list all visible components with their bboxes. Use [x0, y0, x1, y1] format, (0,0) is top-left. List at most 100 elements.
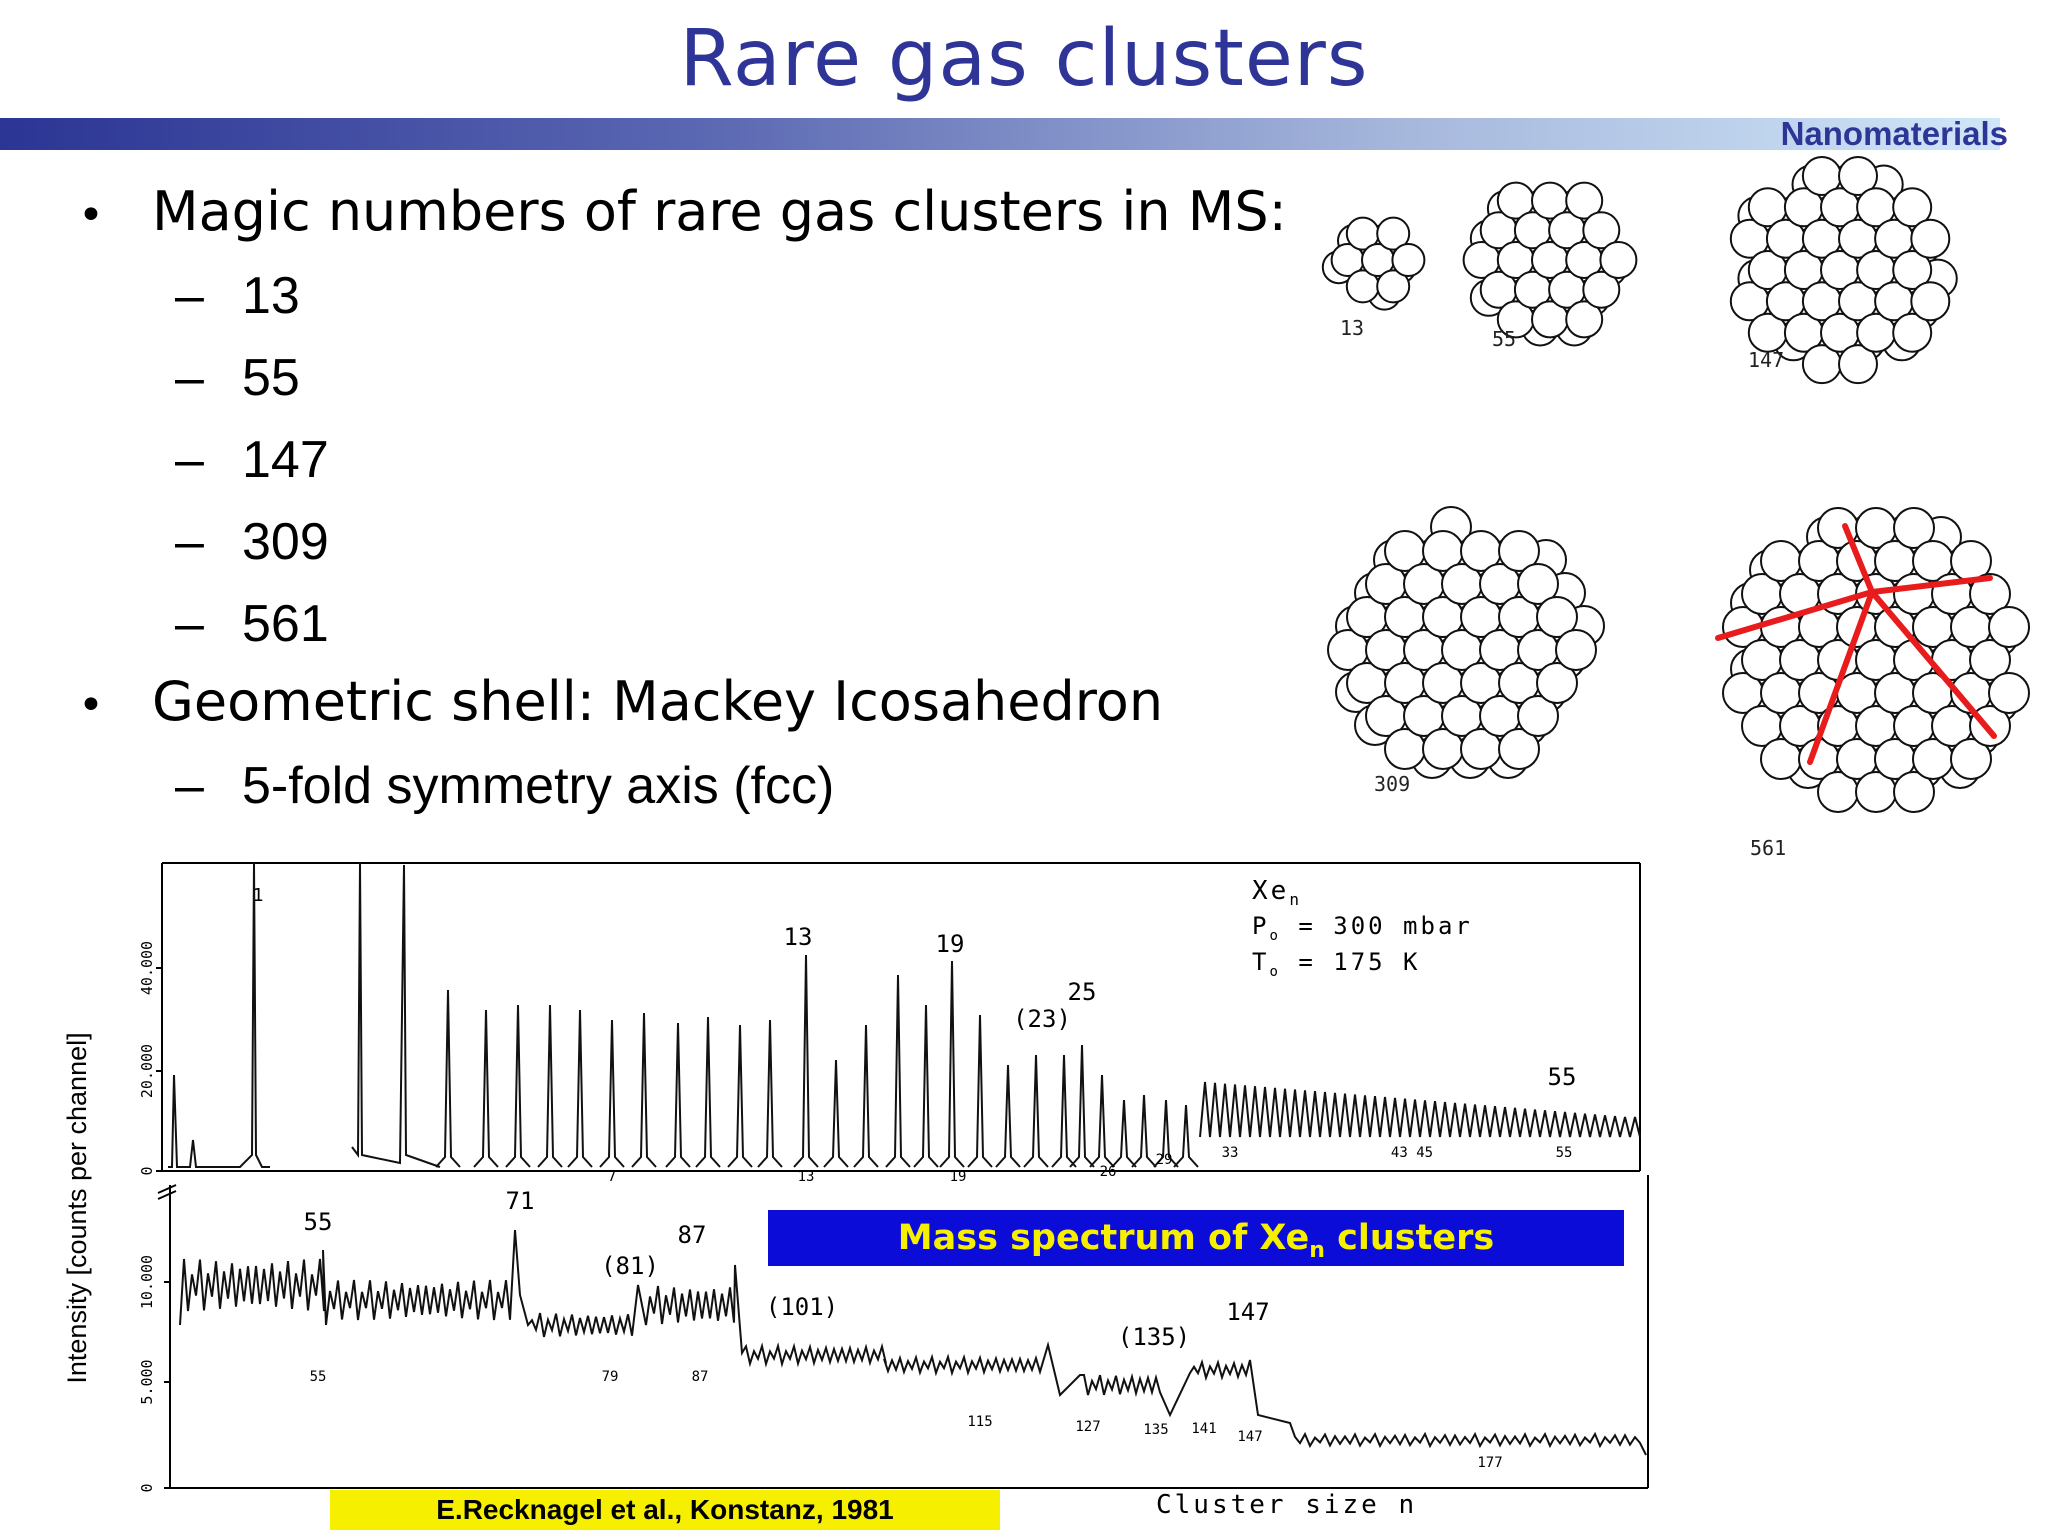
dash-marker: –: [175, 349, 204, 407]
x-axis-label: Cluster size n: [1156, 1490, 1418, 1520]
cluster-55-illustration: [1462, 181, 1638, 347]
axis-label: 79: [602, 1369, 619, 1385]
atom-sphere: [1599, 241, 1638, 279]
cluster-147-illustration: [1729, 156, 1958, 385]
atom-sphere: [1893, 771, 1935, 813]
atom-sphere: [1391, 243, 1426, 277]
atom-sphere: [1536, 662, 1578, 704]
dash-marker: –: [175, 757, 204, 815]
axis-label: 115: [967, 1414, 992, 1430]
peak-label: (23): [1013, 1005, 1071, 1033]
bullet-geometric-shell: Geometric shell: Mackey Icosahedron: [152, 670, 1164, 733]
y-axis-label: Intensity [counts per channel]: [62, 1032, 92, 1383]
atom-sphere: [1498, 530, 1540, 572]
atom-sphere: [1536, 596, 1578, 638]
axis-label: 29: [1156, 1152, 1173, 1168]
bullet-marker: •: [78, 680, 104, 731]
atom-sphere: [1969, 573, 2011, 615]
peak-label: (81): [601, 1252, 659, 1280]
peak-label: 25: [1068, 978, 1097, 1006]
brand-label: Nanomaterials: [1780, 115, 2008, 152]
peak-label: 147: [1226, 1298, 1269, 1326]
axis-break-mark: [157, 1184, 177, 1194]
sub-item-561: 561: [242, 595, 329, 653]
legend-pressure: Po = 300 mbar: [1252, 912, 1473, 944]
axis-label: 26: [1100, 1164, 1117, 1180]
axis-label: 33: [1222, 1145, 1239, 1161]
axis-label: 55: [1556, 1145, 1573, 1161]
sub-item-55: 55: [242, 349, 300, 407]
axis-label: 43 45: [1391, 1145, 1433, 1161]
dash-marker: –: [175, 513, 204, 571]
atom-sphere: [1838, 156, 1878, 196]
atom-sphere: [1950, 738, 1992, 780]
bullet-magic-numbers: Magic numbers of rare gas clusters in MS…: [152, 180, 1287, 243]
peak-label: 13: [784, 923, 813, 951]
axis-label: 177: [1477, 1455, 1502, 1471]
atom-sphere: [1565, 181, 1604, 220]
atom-sphere: [1988, 672, 2030, 714]
upper-y-tick: 0: [138, 1166, 156, 1175]
cluster-label-309: 309: [1374, 772, 1411, 796]
upper-spectrum-trace: [168, 862, 1641, 1168]
cluster-illustrations: [1321, 156, 2030, 813]
atom-sphere: [1376, 216, 1411, 251]
axis-label: 19: [950, 1169, 967, 1185]
axis-label: 55: [310, 1369, 327, 1385]
cluster-13-illustration: [1321, 216, 1426, 311]
sub-item-147: 147: [242, 431, 329, 489]
cluster-561-illustration: [1722, 507, 2030, 813]
cluster-label-561: 561: [1750, 836, 1787, 860]
atom-sphere: [1498, 728, 1540, 770]
spectrum-caption: Mass spectrum of Xen clusters: [768, 1210, 1624, 1266]
peak-label: 1: [253, 885, 264, 906]
atom-sphere: [1517, 695, 1559, 737]
slide-title: Rare gas clusters: [679, 14, 1369, 104]
axis-break-mark: [157, 1190, 177, 1200]
axis-label: 147: [1237, 1429, 1262, 1445]
atom-sphere: [1555, 629, 1597, 671]
atom-sphere: [1582, 211, 1621, 250]
axis-label: 127: [1075, 1419, 1100, 1435]
sub-item-309: 309: [242, 513, 329, 571]
atom-sphere: [1892, 312, 1933, 353]
atom-sphere: [1988, 606, 2030, 648]
mass-spectrum-figure: Intensity [counts per channel] 0 20.000 …: [62, 862, 1649, 1493]
peak-label: 55: [1548, 1063, 1577, 1091]
reference-credit: E.Recknagel et al., Konstanz, 1981: [330, 1490, 1000, 1530]
atom-sphere: [1838, 344, 1878, 385]
cluster-label-13: 13: [1340, 316, 1365, 340]
axis-label: 7: [608, 1169, 616, 1185]
peak-label: 55: [304, 1208, 333, 1236]
axis-label: 13: [798, 1169, 815, 1185]
dash-marker: –: [175, 267, 204, 325]
atom-sphere: [1969, 639, 2011, 681]
peak-label: 87: [678, 1221, 707, 1249]
axis-label: 141: [1191, 1421, 1216, 1437]
atom-sphere: [1910, 281, 1951, 322]
lower-spectrum-trace: [179, 1229, 1647, 1456]
atom-sphere: [1910, 218, 1951, 259]
lower-y-tick: 0: [138, 1483, 156, 1492]
atom-sphere: [1517, 563, 1559, 605]
peak-label: (101): [766, 1293, 838, 1321]
atom-sphere: [1892, 187, 1933, 228]
lower-y-tick: 10.000: [138, 1255, 156, 1309]
peak-label: (135): [1118, 1323, 1190, 1351]
axis-label: 87: [692, 1369, 709, 1385]
upper-y-tick: 20.000: [138, 1044, 156, 1098]
header-band: [0, 118, 2000, 150]
cluster-label-55: 55: [1492, 327, 1517, 351]
cluster-309-illustration: [1327, 506, 1605, 779]
atom-sphere: [1893, 507, 1935, 549]
cluster-label-147: 147: [1748, 348, 1785, 372]
symmetry-axes: [1715, 523, 1997, 765]
sub-item-13: 13: [242, 267, 300, 325]
peak-label: 71: [506, 1187, 535, 1215]
atom-sphere: [1582, 270, 1621, 309]
dash-marker: –: [175, 595, 204, 653]
lower-y-tick: 5.000: [138, 1359, 156, 1404]
dash-marker: –: [175, 431, 204, 489]
atom-sphere: [1892, 250, 1933, 290]
peak-label: 19: [936, 930, 965, 958]
